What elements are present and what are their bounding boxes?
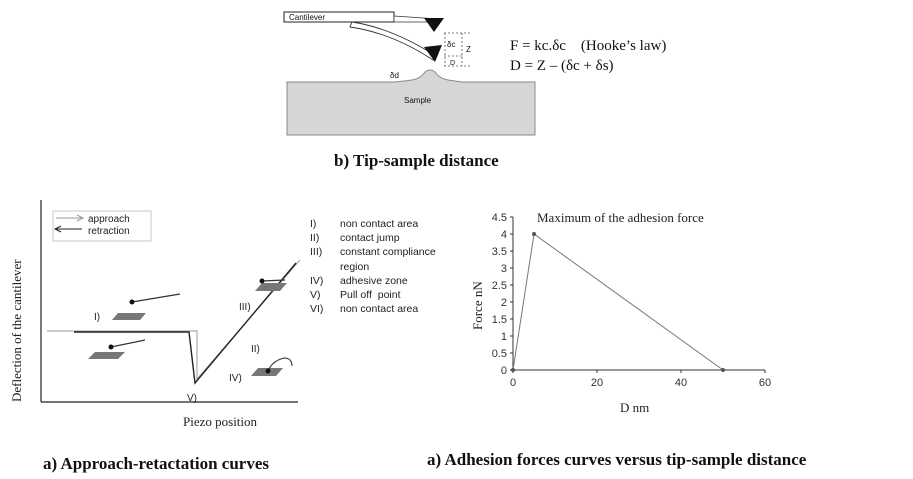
chart-y-tick-label: 1.5 (492, 314, 507, 326)
chart-y-tick-label: 3.5 (492, 246, 507, 258)
legend-box (52, 210, 152, 242)
chart-data-point (721, 368, 725, 372)
illustration-region-3 (255, 278, 287, 291)
marker-region-3: III) (239, 302, 251, 313)
tip-rest (424, 18, 444, 32)
sample-label: Sample (404, 96, 432, 105)
chart-y-tick-label: 3 (501, 263, 507, 275)
marker-region-4: IV) (229, 373, 242, 384)
delta-d-label: δd (390, 71, 399, 80)
region-list: I) non contact area II) contact jump III) c… (310, 217, 436, 316)
region-item: IV) adhesive zone (310, 274, 408, 287)
caption-tip-sample-distance: b) Tip-sample distance (334, 151, 499, 170)
chart-y-axis-label: Force nN (470, 281, 485, 330)
chart-data-point (532, 232, 536, 236)
distance-formula: D = Z – (δc + δs) (510, 58, 614, 74)
cantilever-deflected (349, 21, 437, 61)
d-label: D (450, 60, 455, 67)
caption-adhesion-forces: a) Adhesion forces curves versus tip-sam… (427, 450, 807, 469)
marker-region-1: I) (94, 312, 100, 323)
cantilever-label: Cantilever (289, 13, 325, 22)
marker-region-5: V) (187, 393, 197, 404)
region-item: III) constant compliance region (310, 246, 436, 273)
chart-y-tick-label: 4.5 (492, 212, 507, 224)
chart-x-tick-label: 40 (675, 377, 687, 389)
chart-series-line (512, 233, 724, 371)
x-axis-label: Piezo position (183, 414, 258, 429)
sample-block (286, 69, 536, 136)
illustration-region-4 (251, 357, 293, 376)
legend-retraction: retraction (88, 226, 130, 237)
legend-approach: approach (88, 214, 130, 225)
chart-data-point (511, 368, 515, 372)
illustration-retract-free (88, 339, 146, 359)
region-item: V) Pull off point (310, 289, 401, 302)
chart-annotation: Maximum of the adhesion force (537, 210, 704, 225)
y-axis-label: Deflection of the cantilever (9, 259, 24, 402)
region-item: I) non contact area (310, 218, 419, 230)
chart-x-tick-label: 20 (591, 377, 603, 389)
chart-y-tick-label: 1 (501, 331, 507, 343)
chart-y-tick-label: 2 (501, 297, 507, 309)
chart-y-tick-label: 0.5 (492, 348, 507, 360)
hooke-law-formula: F = kc.δc (Hooke’s law) (510, 38, 667, 54)
delta-c-label: δc (447, 40, 455, 49)
chart-x-tick-label: 60 (759, 377, 771, 389)
chart-y-tick-label: 0 (501, 365, 507, 377)
region-item: II) contact jump (310, 232, 400, 245)
illustration-region-1 (112, 293, 181, 320)
chart-x-axis-label: D nm (620, 400, 649, 415)
retraction-curve (74, 262, 297, 385)
region-item: VI) non contact area (310, 303, 419, 316)
tip-deflected (424, 45, 442, 62)
z-label: Z (466, 45, 471, 54)
chart-x-tick-label: 0 (510, 377, 516, 389)
caption-approach-retraction: a) Approach-retactation curves (43, 454, 270, 473)
chart-y-tick-label: 2.5 (492, 280, 507, 292)
marker-region-2: II) (251, 344, 260, 355)
chart-y-tick-label: 4 (501, 229, 507, 241)
